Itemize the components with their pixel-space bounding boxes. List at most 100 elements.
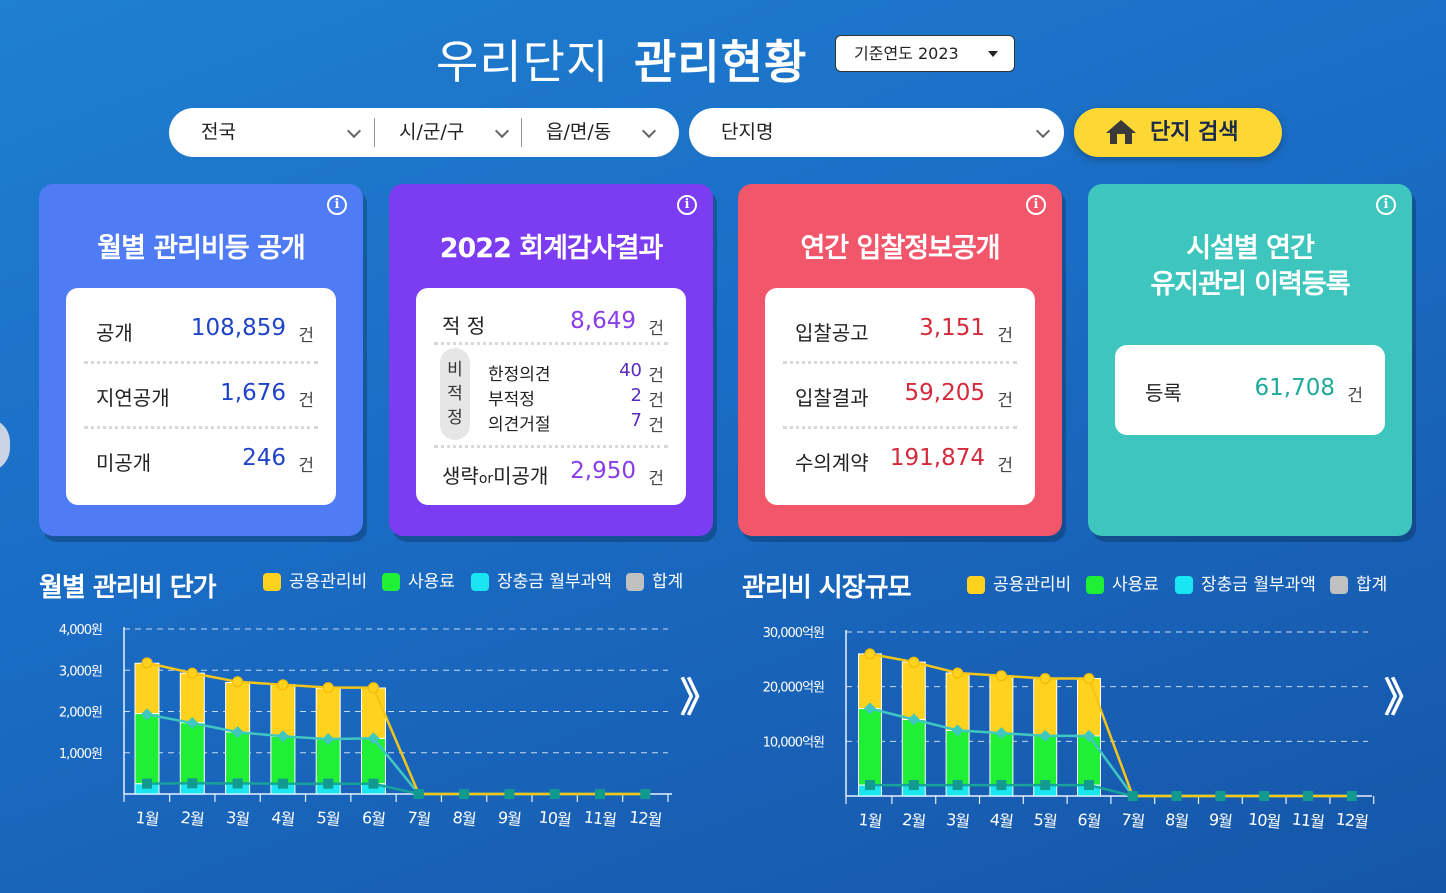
stat-value: 191,874 — [889, 445, 985, 471]
town-select[interactable]: 읍/면/동 — [522, 108, 679, 157]
bar-segment[interactable] — [858, 708, 882, 786]
x-tick-label: 5월 — [316, 808, 341, 829]
bar-segment[interactable] — [989, 675, 1014, 734]
bar-segment[interactable] — [989, 732, 1014, 786]
data-point[interactable] — [323, 778, 334, 789]
stat-label: 생략or미공개 — [442, 460, 548, 489]
data-point[interactable] — [1215, 791, 1226, 801]
data-point[interactable] — [141, 657, 153, 669]
bar-segment[interactable] — [225, 681, 251, 733]
info-icon[interactable]: i — [1376, 195, 1396, 215]
data-point[interactable] — [907, 713, 920, 726]
info-icon[interactable]: i — [327, 195, 347, 215]
bar-segment[interactable] — [315, 738, 341, 785]
data-point[interactable] — [865, 780, 875, 791]
card-audit-result[interactable]: i 2022 회계감사결과 적 정 8,649 건 비 적 정 한정의견 40 … — [389, 184, 713, 536]
x-tick-label: 11월 — [1291, 809, 1325, 831]
data-point[interactable] — [864, 702, 876, 715]
info-icon[interactable]: i — [677, 195, 697, 215]
x-tick-label: 9월 — [497, 808, 522, 829]
data-point[interactable] — [951, 724, 964, 737]
data-point[interactable] — [368, 682, 379, 694]
data-point[interactable] — [322, 682, 334, 694]
bar-segment[interactable] — [1077, 735, 1101, 786]
data-point[interactable] — [413, 789, 424, 799]
data-point[interactable] — [142, 778, 152, 789]
x-tick-label: 10월 — [538, 807, 572, 829]
data-point[interactable] — [1039, 729, 1052, 742]
data-point[interactable] — [232, 778, 243, 789]
data-point[interactable] — [368, 778, 379, 789]
bar-segment[interactable] — [361, 737, 386, 785]
stat-unit: 건 — [648, 366, 664, 386]
bar-segment[interactable] — [134, 662, 160, 715]
bar-segment[interactable] — [134, 713, 160, 785]
data-point[interactable] — [1259, 791, 1270, 801]
data-point[interactable] — [1346, 791, 1357, 801]
data-point[interactable] — [996, 780, 1007, 791]
bar-segment[interactable] — [270, 735, 296, 785]
bar-segment[interactable] — [901, 661, 926, 720]
district-select[interactable]: 시/군/구 — [375, 108, 521, 157]
data-point[interactable] — [504, 789, 515, 799]
data-point[interactable] — [141, 708, 153, 721]
bar-segment[interactable] — [945, 729, 970, 786]
data-point[interactable] — [187, 778, 198, 789]
data-point[interactable] — [952, 667, 964, 679]
data-point[interactable] — [1083, 672, 1095, 684]
complex-search-button[interactable]: 단지 검색 — [1074, 108, 1282, 157]
bar-segment[interactable] — [179, 672, 205, 724]
data-point[interactable] — [549, 789, 560, 799]
data-point[interactable] — [1127, 791, 1138, 801]
chart-next-button[interactable]: 》 — [680, 675, 720, 721]
data-point[interactable] — [186, 667, 198, 679]
data-point[interactable] — [1303, 791, 1313, 801]
data-point[interactable] — [322, 733, 335, 746]
bar-segment[interactable] — [901, 718, 926, 786]
data-point[interactable] — [595, 789, 605, 799]
data-point[interactable] — [995, 670, 1007, 682]
data-point[interactable] — [367, 732, 380, 745]
bar-segment[interactable] — [361, 687, 386, 739]
card-stat-box: 적 정 8,649 건 비 적 정 한정의견 40 건 부적정 2 건 의견거절… — [416, 288, 686, 505]
chevron-down-icon — [1035, 123, 1051, 139]
chart-next-button[interactable]: 》 — [1384, 675, 1424, 721]
bar-segment[interactable] — [858, 653, 882, 710]
data-point[interactable] — [908, 656, 920, 668]
year-select[interactable]: 기준연도 2023 — [835, 35, 1015, 72]
data-point[interactable] — [952, 780, 963, 791]
side-panel-toggle[interactable] — [0, 418, 10, 472]
data-point[interactable] — [1083, 729, 1095, 742]
bar-segment[interactable] — [315, 687, 341, 740]
data-point[interactable] — [908, 780, 919, 791]
data-point[interactable] — [186, 717, 199, 730]
data-point[interactable] — [1171, 791, 1182, 801]
data-point[interactable] — [276, 730, 289, 743]
data-point[interactable] — [1084, 780, 1094, 791]
complex-name-select[interactable]: 단지명 — [689, 108, 1064, 157]
data-point[interactable] — [231, 726, 244, 739]
data-point[interactable] — [232, 676, 244, 688]
data-point[interactable] — [995, 727, 1008, 740]
data-point[interactable] — [640, 789, 651, 799]
card-monthly-disclosure[interactable]: i 월별 관리비등 공개 공개 108,859 건 지연공개 1,676 건 미… — [39, 184, 363, 536]
data-point[interactable] — [1040, 780, 1051, 791]
card-bidding-info[interactable]: i 연간 입찰정보공개 입찰공고 3,151 건 입찰결과 59,205 건 수… — [738, 184, 1062, 536]
bar-segment[interactable] — [1033, 677, 1058, 737]
data-point[interactable] — [864, 648, 876, 660]
stat-value: 40 — [619, 360, 642, 381]
stat-unit: 건 — [648, 469, 664, 489]
bar-segment[interactable] — [270, 684, 296, 737]
data-point[interactable] — [277, 778, 288, 789]
bar-segment[interactable] — [1033, 735, 1058, 786]
bar-segment[interactable] — [179, 722, 205, 784]
card-facility-maintenance[interactable]: i 시설별 연간 유지관리 이력등록 등록 61,708 건 — [1088, 184, 1412, 536]
region-select[interactable]: 전국 — [169, 108, 374, 157]
info-icon[interactable]: i — [1026, 195, 1046, 215]
bar-segment[interactable] — [945, 672, 970, 731]
bar-segment[interactable] — [225, 731, 251, 784]
data-point[interactable] — [459, 789, 470, 799]
data-point[interactable] — [1039, 672, 1051, 684]
bar-segment[interactable] — [1077, 677, 1101, 737]
data-point[interactable] — [277, 679, 289, 691]
